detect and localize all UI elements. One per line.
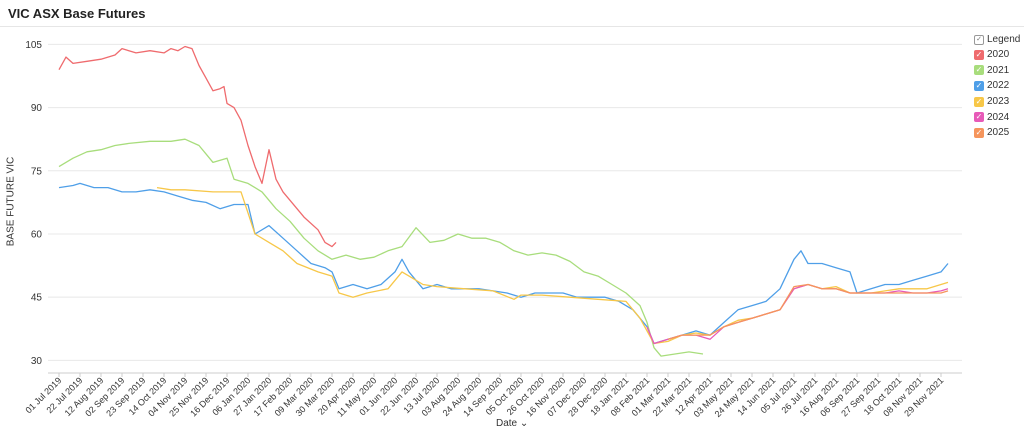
legend-label: 2021	[987, 64, 1010, 76]
x-axis-title[interactable]: Date ⌄	[496, 418, 528, 429]
legend-label: 2025	[987, 127, 1010, 139]
legend-item-2024[interactable]: ✓ 2024	[974, 109, 1020, 125]
checkbox-icon: ✓	[974, 34, 984, 45]
checkbox-icon: ✓	[974, 49, 984, 60]
y-tick-label: 45	[31, 293, 43, 304]
legend-item-2021[interactable]: ✓ 2021	[974, 63, 1020, 79]
checkbox-icon: ✓	[974, 127, 984, 138]
y-tick-label: 75	[31, 166, 43, 177]
chevron-down-icon: ⌄	[519, 418, 529, 429]
checkbox-icon: ✓	[974, 65, 984, 76]
legend-label: 2020	[987, 49, 1010, 61]
series-line-2020	[58, 45, 337, 248]
y-tick-label: 30	[31, 356, 43, 367]
y-tick-label: 60	[31, 229, 43, 240]
series-line-2022	[58, 182, 949, 345]
series-line-2021	[58, 138, 704, 357]
legend-item-2022[interactable]: ✓ 2022	[974, 78, 1020, 94]
series-line-2023	[156, 186, 949, 345]
series-line-2025	[667, 283, 949, 340]
legend-label: 2023	[987, 96, 1010, 108]
y-axis-title: BASE FUTURE VIC	[5, 156, 17, 247]
y-tick-label: 105	[25, 40, 42, 51]
checkbox-icon: ✓	[974, 96, 984, 107]
checkbox-icon: ✓	[974, 112, 984, 123]
legend-label: 2024	[987, 111, 1010, 123]
legend-item-2020[interactable]: ✓ 2020	[974, 47, 1020, 63]
checkbox-icon: ✓	[974, 80, 984, 91]
legend-label: 2022	[987, 80, 1010, 92]
y-tick-label: 90	[31, 103, 43, 114]
chart-title: VIC ASX Base Futures	[8, 6, 146, 21]
title-divider	[0, 26, 1024, 27]
legend-item-2023[interactable]: ✓ 2023	[974, 94, 1020, 110]
legend: ✓ Legend ✓ 2020 ✓ 2021 ✓ 2022 ✓ 2023 ✓ 2024 ✓ 2025	[974, 32, 1020, 141]
legend-title: Legend	[987, 34, 1021, 45]
legend-item-2025[interactable]: ✓ 2025	[974, 125, 1020, 141]
legend-toggle[interactable]: ✓ Legend	[974, 32, 1020, 47]
x-axis-label: Date	[496, 418, 518, 429]
